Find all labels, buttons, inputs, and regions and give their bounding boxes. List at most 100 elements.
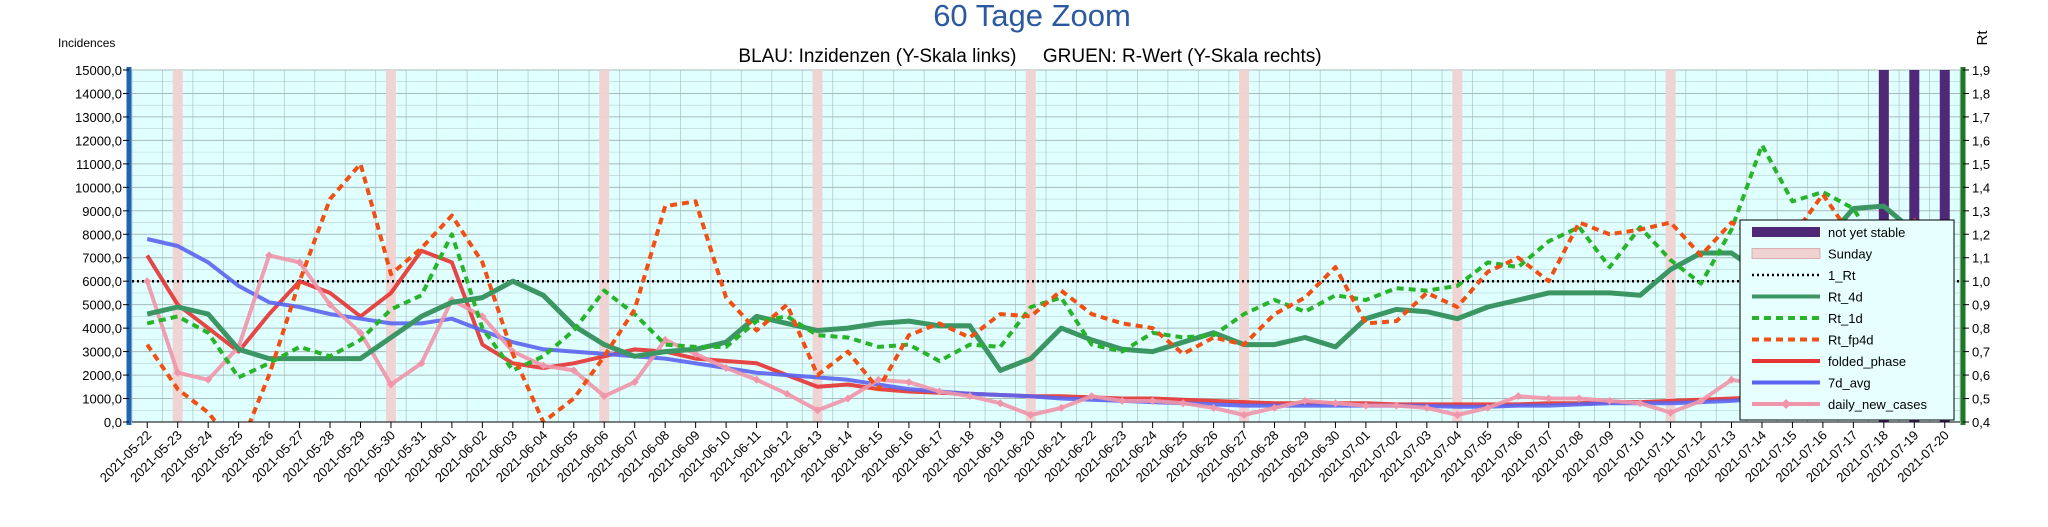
y-tick-label-left: 4000,0 xyxy=(82,321,122,336)
y-tick-label-right: 1,5 xyxy=(1972,157,1990,172)
y-tick-label-left: 15000,0 xyxy=(75,63,122,78)
y-tick-label-left: 1000,0 xyxy=(82,392,122,407)
y-tick-label-left: 11000,0 xyxy=(76,157,122,172)
y-tick-label-right: 0,4 xyxy=(1972,415,1990,430)
chart-title: 60 Tage Zoom xyxy=(933,0,1131,33)
data-point-daily-new-cases xyxy=(1666,408,1675,417)
data-point-daily-new-cases xyxy=(1087,392,1096,401)
y-tick-label-left: 2000,0 xyxy=(82,368,122,383)
data-point-daily-new-cases xyxy=(904,378,913,387)
data-point-daily-new-cases xyxy=(1575,394,1584,403)
data-point-daily-new-cases xyxy=(1636,399,1645,408)
data-point-daily-new-cases xyxy=(874,375,883,384)
y-tick-label-right: 0,7 xyxy=(1972,345,1990,360)
data-point-daily-new-cases xyxy=(1331,399,1340,408)
y-tick-label-left: 9000,0 xyxy=(82,204,122,219)
data-point-daily-new-cases xyxy=(661,335,670,344)
plot-area: 0,0 1000,0 2000,0 3000,0 4000,0 5000,0 6000,0 7… xyxy=(75,63,1990,485)
y-axis-right-label: Rt xyxy=(1974,30,1991,46)
y-axis-left-label: Incidences xyxy=(58,36,115,50)
legend-marker xyxy=(1781,399,1791,409)
sunday-bar xyxy=(1665,70,1676,422)
y-tick-label-left: 8000,0 xyxy=(82,227,122,242)
data-point-daily-new-cases xyxy=(1422,403,1431,412)
legend-label: not yet stable xyxy=(1828,225,1905,240)
legend-label: daily_new_cases xyxy=(1828,397,1928,412)
sunday-bar xyxy=(812,70,823,422)
data-point-daily-new-cases xyxy=(1453,410,1462,419)
data-point-daily-new-cases xyxy=(386,380,395,389)
y-tick-label-left: 6000,0 xyxy=(82,274,122,289)
legend-label: Rt_1d xyxy=(1828,311,1863,326)
data-point-daily-new-cases xyxy=(1209,403,1218,412)
legend-label: folded_phase xyxy=(1828,354,1906,369)
y-tick-label-right: 1,4 xyxy=(1972,180,1990,195)
data-point-daily-new-cases xyxy=(1300,396,1309,405)
data-point-daily-new-cases xyxy=(600,392,609,401)
legend-label: 7d_avg xyxy=(1828,376,1871,391)
data-point-daily-new-cases xyxy=(630,378,639,387)
y-tick-label-right: 1,7 xyxy=(1972,110,1990,125)
y-tick-label-left: 13000,0 xyxy=(75,110,122,125)
y-tick-label-right: 0,9 xyxy=(1972,298,1990,313)
y-tick-label-right: 1,2 xyxy=(1972,227,1990,242)
legend-symbol xyxy=(1751,248,1821,259)
legend-label: Rt_4d xyxy=(1828,290,1863,305)
data-point-daily-new-cases xyxy=(569,366,578,375)
data-point-daily-new-cases xyxy=(1697,396,1706,405)
series-line-daily-new-cases xyxy=(145,253,1946,417)
data-point-daily-new-cases xyxy=(265,251,274,260)
y-tick-label-right: 1,8 xyxy=(1972,86,1990,101)
data-point-daily-new-cases xyxy=(1179,399,1188,408)
sunday-bar xyxy=(1025,70,1036,422)
data-point-daily-new-cases xyxy=(1270,403,1279,412)
sunday-bar xyxy=(385,70,396,422)
data-point-daily-new-cases xyxy=(1544,394,1553,403)
legend-label: Sunday xyxy=(1828,247,1873,262)
data-point-daily-new-cases xyxy=(356,328,365,337)
data-point-daily-new-cases xyxy=(1118,396,1127,405)
y-tick-label-left: 3000,0 xyxy=(82,345,122,360)
series-line-Rt-4d xyxy=(146,203,1946,373)
y-tick-label-left: 7000,0 xyxy=(82,251,122,266)
y-tick-label-left: 0,0 xyxy=(104,415,122,430)
data-point-daily-new-cases xyxy=(1605,396,1614,405)
data-point-daily-new-cases xyxy=(813,406,822,415)
data-point-daily-new-cases xyxy=(783,389,792,398)
legend-label: Rt_fp4d xyxy=(1828,333,1874,348)
sunday-bar xyxy=(1452,70,1463,422)
chart-subtitle: BLAU: Inzidenzen (Y-Skala links) GRUEN: … xyxy=(738,46,1321,67)
data-point-daily-new-cases xyxy=(1240,410,1249,419)
data-point-daily-new-cases xyxy=(965,392,974,401)
y-tick-label-right: 1,0 xyxy=(1972,274,1990,289)
data-point-daily-new-cases xyxy=(752,375,761,384)
data-point-daily-new-cases xyxy=(1727,375,1736,384)
data-point-daily-new-cases xyxy=(417,359,426,368)
y-tick-label-right: 0,8 xyxy=(1972,321,1990,336)
data-point-daily-new-cases xyxy=(722,364,731,373)
series-line-Rt-fp4d xyxy=(145,161,1947,422)
data-point-daily-new-cases xyxy=(843,394,852,403)
sunday-bar xyxy=(1239,70,1250,422)
data-point-daily-new-cases xyxy=(1026,410,1035,419)
data-point-daily-new-cases xyxy=(204,375,213,384)
data-point-daily-new-cases xyxy=(1148,396,1157,405)
data-point-daily-new-cases xyxy=(326,300,335,309)
data-point-daily-new-cases xyxy=(478,312,487,321)
data-point-daily-new-cases xyxy=(143,277,152,286)
data-point-daily-new-cases xyxy=(935,387,944,396)
data-point-daily-new-cases xyxy=(1392,401,1401,410)
y-tick-label-right: 0,5 xyxy=(1972,392,1990,407)
data-point-daily-new-cases xyxy=(1483,403,1492,412)
data-point-daily-new-cases xyxy=(1514,392,1523,401)
y-tick-label-right: 1,9 xyxy=(1972,63,1990,78)
data-point-daily-new-cases xyxy=(173,368,182,377)
data-point-daily-new-cases xyxy=(1361,401,1370,410)
y-tick-label-right: 1,3 xyxy=(1972,204,1990,219)
y-tick-label-right: 1,1 xyxy=(1972,251,1990,266)
data-point-daily-new-cases xyxy=(996,399,1005,408)
legend-label: 1_Rt xyxy=(1828,268,1856,283)
data-point-daily-new-cases xyxy=(295,258,304,267)
data-point-daily-new-cases xyxy=(539,361,548,370)
